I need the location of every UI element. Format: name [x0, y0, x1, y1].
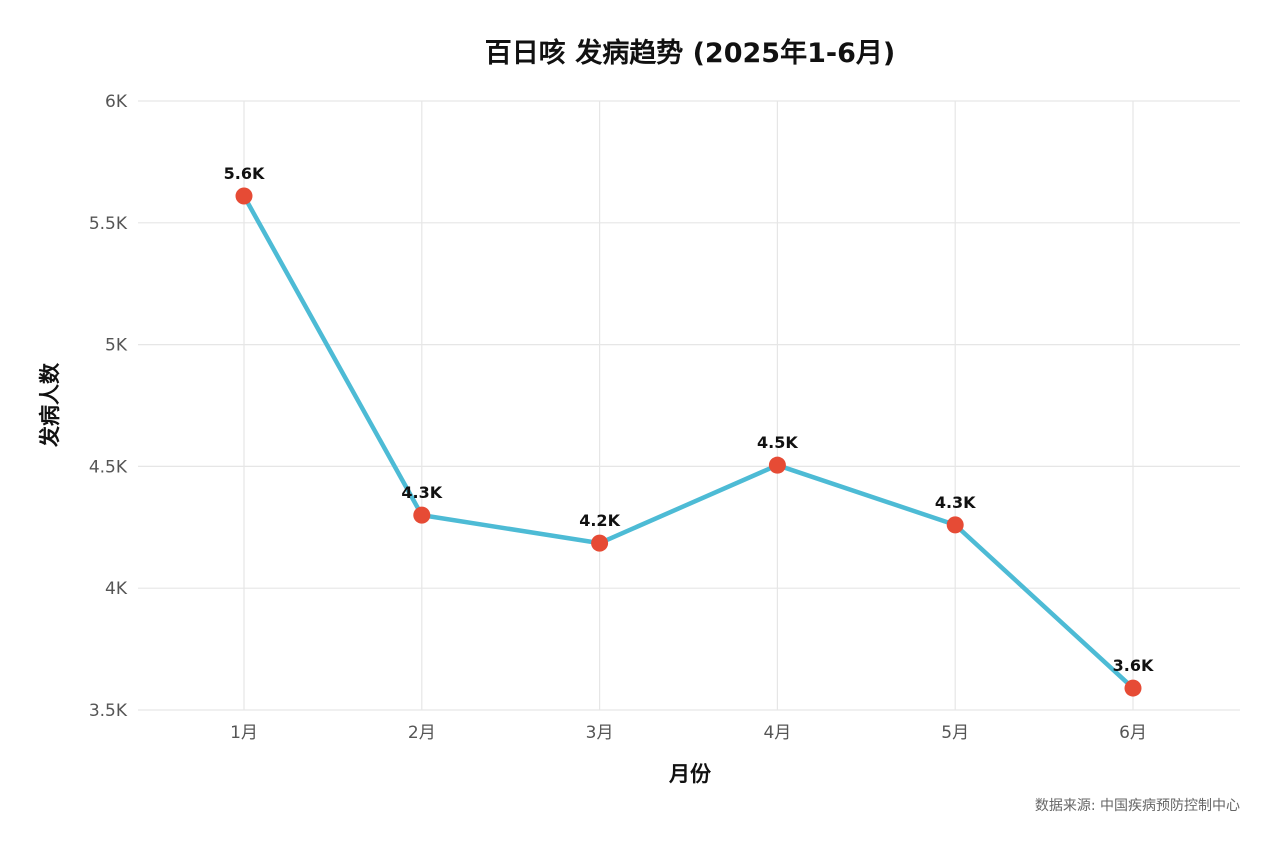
data-points	[235, 187, 1142, 697]
x-axis-title: 月份	[668, 762, 712, 786]
y-tick-label: 5K	[105, 336, 128, 356]
data-point	[591, 534, 609, 552]
grid-lines	[138, 100, 1240, 711]
data-point	[768, 456, 786, 474]
y-tick-label: 6K	[105, 92, 128, 112]
data-point	[1124, 679, 1142, 697]
y-tick-label: 5.5K	[89, 214, 128, 234]
data-label: 4.2K	[579, 511, 620, 530]
x-tick-label: 4月	[763, 723, 791, 743]
data-labels: 5.6K 4.3K 4.2K 4.5K 4.3K 3.6K	[224, 164, 1154, 675]
data-label: 3.6K	[1113, 656, 1154, 675]
y-tick-label: 4.5K	[89, 457, 128, 477]
chart-title: 百日咳 发病趋势 (2025年1-6月)	[485, 37, 895, 69]
data-label: 4.3K	[401, 483, 442, 502]
y-axis-ticks: 3.5K 4K 4.5K 5K 5.5K 6K	[89, 92, 128, 721]
data-point	[946, 516, 964, 534]
y-tick-label: 3.5K	[89, 701, 128, 721]
x-axis-ticks: 1月 2月 3月 4月 5月 6月	[230, 723, 1147, 743]
series-line-layer	[241, 193, 1136, 691]
x-tick-label: 1月	[230, 723, 258, 743]
data-label: 4.3K	[935, 493, 976, 512]
source-note: 数据来源: 中国疾病预防控制中心	[1035, 798, 1240, 814]
x-tick-label: 3月	[586, 723, 614, 743]
data-label: 5.6K	[224, 164, 265, 183]
data-point	[413, 506, 431, 524]
y-axis-title: 发病人数	[38, 362, 62, 448]
series-line	[241, 193, 1136, 691]
y-tick-label: 4K	[105, 579, 128, 599]
data-point	[235, 187, 253, 205]
x-tick-label: 5月	[941, 723, 969, 743]
data-label: 4.5K	[757, 433, 798, 452]
x-tick-label: 2月	[408, 723, 436, 743]
x-tick-label: 6月	[1119, 723, 1147, 743]
